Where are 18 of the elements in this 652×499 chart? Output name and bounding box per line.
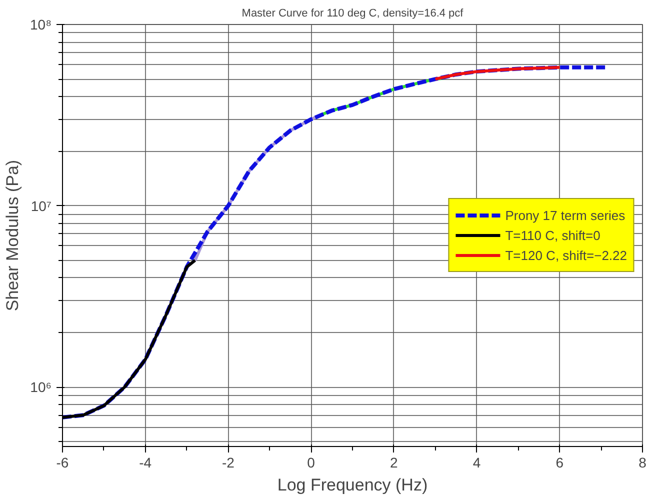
x-axis-title: Log Frequency (Hz) — [277, 476, 428, 494]
x-tick-label: -4 — [139, 454, 152, 470]
x-tick-label: -6 — [56, 454, 69, 470]
y-tick-label: 10⁸ — [30, 16, 52, 32]
chart-title: Master Curve for 110 deg C, density=16.4 pcf — [242, 8, 464, 20]
y-tick-label: 10⁷ — [30, 198, 52, 214]
x-tick-label: -2 — [222, 454, 235, 470]
y-axis-title: Shear Modulus (Pa) — [3, 160, 22, 312]
legend-label: Prony 17 term series — [505, 208, 626, 222]
x-tick-label: 2 — [390, 454, 398, 470]
y-tick-label: 10⁶ — [30, 379, 52, 396]
x-tick-label: 8 — [638, 454, 647, 470]
legend-label: T=120 C, shift=−2.22 — [505, 248, 627, 262]
x-tick-label: 4 — [472, 454, 481, 470]
line-series — [434, 66, 562, 81]
x-tick-label: 0 — [307, 454, 316, 470]
legend-label: T=110 C, shift=0 — [505, 228, 600, 242]
x-tick-label: 6 — [556, 454, 564, 470]
